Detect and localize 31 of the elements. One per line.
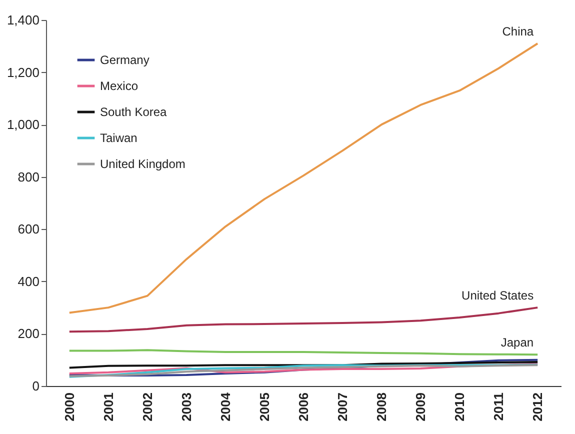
y-tick-label: 800 (18, 169, 40, 184)
y-tick-label: 600 (18, 222, 40, 237)
y-tick-label: 0 (32, 378, 40, 394)
x-tick-label: 2005 (256, 392, 272, 422)
y-tick-label: 1,000 (6, 117, 40, 132)
x-tick-label: 2008 (374, 392, 390, 422)
x-tick-label: 2002 (140, 392, 155, 422)
x-tick-label: 2000 (62, 392, 77, 422)
y-tick-label: 200 (18, 326, 40, 342)
x-tick-label: 2007 (335, 392, 350, 422)
legend-label: Mexico (100, 79, 138, 93)
y-tick-label: 400 (18, 274, 40, 289)
x-tick-label: 2001 (100, 392, 116, 422)
x-tick-label: 2011 (491, 392, 506, 421)
x-tick-label: 2009 (413, 392, 428, 422)
line-series (68, 42, 539, 314)
x-tick-label: 2004 (218, 392, 233, 422)
x-tick-label: 2012 (530, 392, 546, 422)
legend-label: United Kingdom (100, 157, 186, 171)
series-label: United States (462, 288, 534, 303)
y-tick-label: 1,400 (6, 12, 40, 28)
legend-label: Taiwan (100, 131, 138, 145)
y-tick-label: 1,200 (6, 64, 40, 80)
series-label: China (502, 24, 534, 39)
series-label: Japan (500, 336, 534, 350)
legend-label: Germany (100, 53, 150, 67)
x-tick-label: 2010 (452, 392, 468, 422)
x-tick-label: 2003 (178, 392, 194, 422)
legend-label: South Korea (100, 105, 168, 119)
line-series (68, 306, 539, 333)
x-tick-label: 2006 (296, 392, 311, 422)
